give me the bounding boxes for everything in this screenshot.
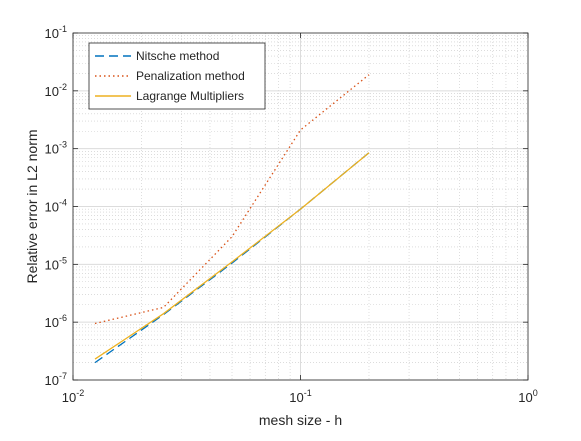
x-tick-label: 100 xyxy=(518,388,537,405)
y-tick-label: 10-3 xyxy=(45,140,67,157)
legend: Nitsche method Penalization method Lagrang… xyxy=(88,42,266,110)
y-tick-label: 10-4 xyxy=(45,198,67,215)
y-tick-label: 10-6 xyxy=(45,313,67,330)
legend-label: Lagrange Multipliers xyxy=(136,89,244,103)
series-line-2 xyxy=(94,74,370,325)
y-tick-label: 10-2 xyxy=(45,82,67,99)
axis-ticks: 10-2 10-1 100 10-7 10-6 10-5 10-4 10-3 10-2 10-1 xyxy=(45,24,538,405)
y-axis-label: Relative error in L2 norm xyxy=(24,129,40,283)
x-axis-label: mesh size - h xyxy=(259,412,342,428)
y-tick-label: 10-1 xyxy=(45,24,67,41)
x-tick-label: 10-2 xyxy=(62,388,84,405)
y-tick-label: 10-7 xyxy=(45,371,67,388)
series-group xyxy=(94,74,370,364)
series-line-3 xyxy=(94,152,370,360)
legend-label: Nitsche method xyxy=(136,49,219,63)
x-tick-label: 10-1 xyxy=(289,388,311,405)
y-tick-label: 10-5 xyxy=(45,255,67,272)
legend-label: Penalization method xyxy=(136,69,245,83)
